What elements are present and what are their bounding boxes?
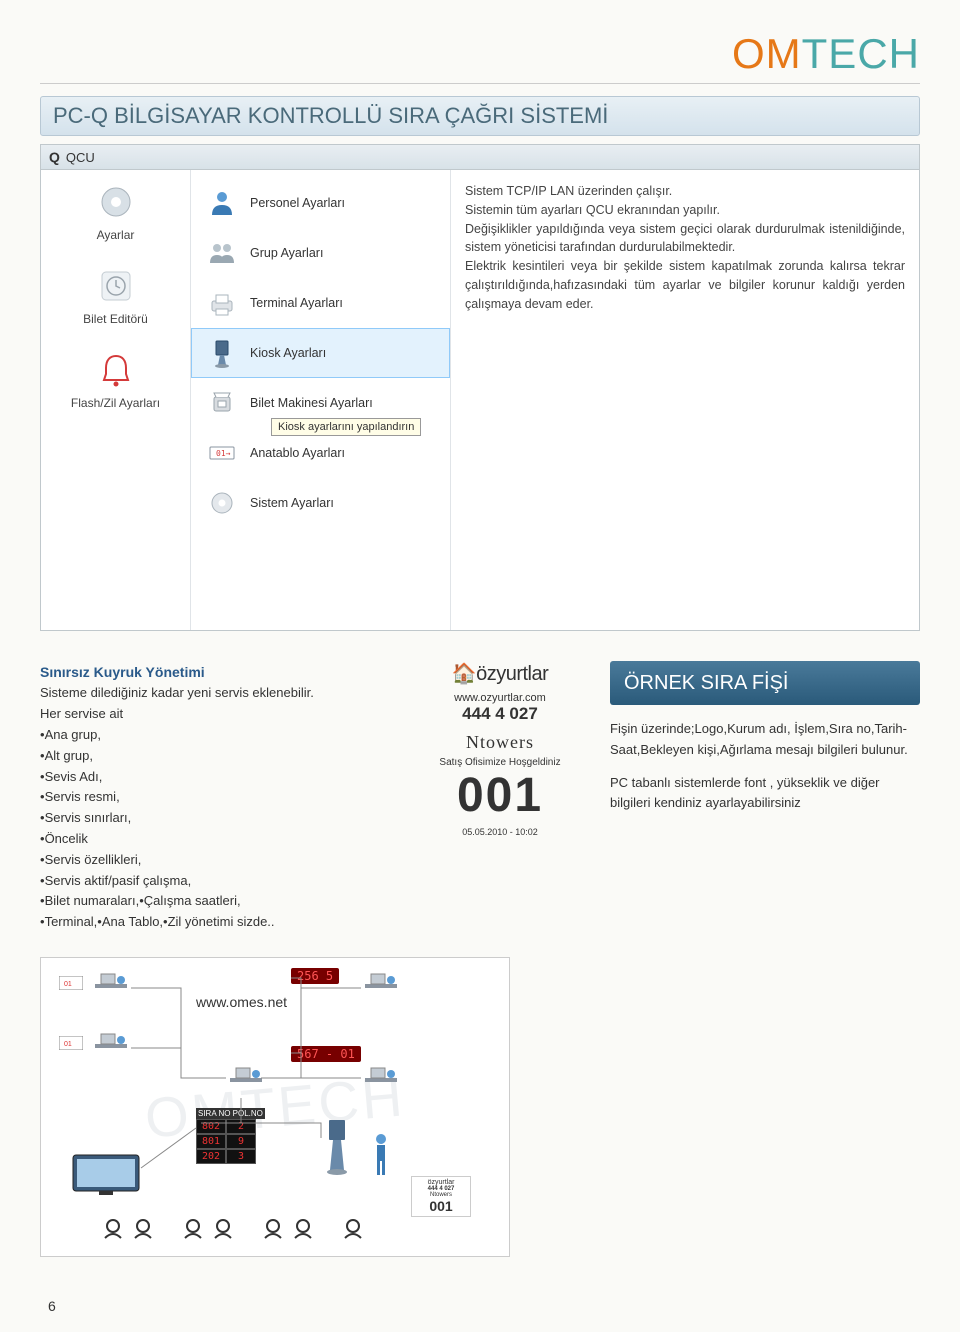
ticket-welcome: Satış Ofisimize Hoşgeldiniz: [410, 757, 590, 768]
sidebar-label: Bilet Editörü: [49, 312, 182, 326]
queue-bullet: •Sevis Adı,: [40, 767, 390, 788]
ticket-number: 001: [410, 768, 590, 823]
sample-p2: PC tabanlı sistemlerde font , yükseklik …: [610, 773, 920, 815]
settings-item-grup[interactable]: Grup Ayarları: [191, 228, 450, 278]
kiosk-tooltip: Kiosk ayarlarını yapılandırın: [271, 418, 421, 436]
queue-bullet: •Bilet numaraları,•Çalışma saatleri,: [40, 891, 390, 912]
printer-icon: [204, 285, 240, 321]
queue-heading: Sınırsız Kuyruk Yönetimi: [40, 661, 390, 683]
queue-intro: Sisteme dilediğiniz kadar yeni servis ek…: [40, 683, 390, 704]
sidebar-label: Ayarlar: [49, 228, 182, 242]
q-icon: Q: [49, 149, 60, 165]
settings-label: Terminal Ayarları: [250, 296, 343, 310]
settings-label: Personel Ayarları: [250, 196, 345, 210]
queue-bullet: •Alt grup,: [40, 746, 390, 767]
settings-list: Personel Ayarları Grup Ayarları Terminal…: [191, 170, 451, 630]
desc-line: Elektrik kesintileri veya bir şekilde si…: [465, 257, 905, 313]
sidebar-item-ayarlar[interactable]: Ayarlar: [49, 180, 182, 242]
display-board-icon: 01→: [204, 435, 240, 471]
group-icon: [204, 235, 240, 271]
queue-bullet: •Terminal,•Ana Tablo,•Zil yönetimi sizde…: [40, 912, 390, 933]
ticket-brand2: Ntowers: [410, 732, 590, 753]
queue-subhead: Her servise ait: [40, 704, 390, 725]
settings-label: Anatablo Ayarları: [250, 446, 345, 460]
queue-bullet: •Servis özellikleri,: [40, 850, 390, 871]
desc-line: Değişiklikler yapıldığında veya sistem g…: [465, 220, 905, 258]
desc-line: Sistemin tüm ayarları QCU ekranından yap…: [465, 201, 905, 220]
queue-bullet: •Servis sınırları,: [40, 808, 390, 829]
system-diagram: OMTECH www.omes.net 256 5 567 - 01 SIRA …: [40, 957, 510, 1257]
brand-tech: TECH: [802, 30, 920, 77]
queue-bullet: •Servis aktif/pasif çalışma,: [40, 871, 390, 892]
window-title: QCU: [66, 150, 95, 165]
system-gear-icon: [204, 485, 240, 521]
sample-ticket: 🏠özyurtlar www.ozyurtlar.com 444 4 027 N…: [410, 661, 590, 933]
settings-item-personel[interactable]: Personel Ayarları: [191, 178, 450, 228]
settings-label: Grup Ayarları: [250, 246, 323, 260]
kiosk-icon: [204, 335, 240, 371]
gear-icon: [91, 180, 141, 224]
sample-info-block: ÖRNEK SIRA FİŞİ Fişin üzerinde;Logo,Kuru…: [610, 661, 920, 933]
brand-logo: OMTECH: [40, 30, 920, 78]
brand-underline: [40, 83, 920, 84]
queue-bullet: •Servis resmi,: [40, 787, 390, 808]
ticket-machine-icon: [204, 385, 240, 421]
sample-title: ÖRNEK SIRA FİŞİ: [610, 661, 920, 705]
sidebar-item-bilet-editoru[interactable]: Bilet Editörü: [49, 264, 182, 326]
sidebar-label: Flash/Zil Ayarları: [49, 396, 182, 410]
brand-om: OM: [732, 30, 802, 77]
queue-bullet: •Öncelik: [40, 829, 390, 850]
settings-label: Bilet Makinesi Ayarları: [250, 396, 373, 410]
page-title: PC-Q BİLGİSAYAR KONTROLLÜ SIRA ÇAĞRI SİS…: [40, 96, 920, 136]
queue-mgmt-block: Sınırsız Kuyruk Yönetimi Sisteme dilediğ…: [40, 661, 390, 933]
ticket-logo: 🏠özyurtlar: [410, 661, 590, 686]
ticket-url: www.ozyurtlar.com: [410, 692, 590, 704]
desc-line: Sistem TCP/IP LAN üzerinden çalışır.: [465, 182, 905, 201]
settings-label: Kiosk Ayarları: [250, 346, 326, 360]
settings-item-terminal[interactable]: Terminal Ayarları: [191, 278, 450, 328]
svg-text:01→: 01→: [216, 449, 231, 458]
settings-item-kiosk[interactable]: Kiosk Ayarları: [191, 328, 450, 378]
left-sidebar: Ayarlar Bilet Editörü Flash/Zil Ayarları: [41, 170, 191, 630]
ticket-datetime: 05.05.2010 - 10:02: [410, 827, 590, 837]
ticket-phone: 444 4 027: [410, 704, 590, 724]
settings-item-sistem[interactable]: Sistem Ayarları: [191, 478, 450, 528]
window-titlebar: Q QCU: [41, 145, 919, 170]
settings-label: Sistem Ayarları: [250, 496, 334, 510]
sidebar-item-flash-zil[interactable]: Flash/Zil Ayarları: [49, 348, 182, 410]
bell-icon: [91, 348, 141, 392]
person-icon: [204, 185, 240, 221]
qcu-window: Q QCU Ayarlar Bilet Editörü Flash/Zil Ay…: [40, 144, 920, 631]
diagram-lines: [41, 958, 510, 1257]
description-panel: Sistem TCP/IP LAN üzerinden çalışır. Sis…: [451, 170, 919, 630]
clock-icon: [91, 264, 141, 308]
page-number: 6: [48, 1298, 56, 1314]
queue-bullet: •Ana grup,: [40, 725, 390, 746]
sample-p1: Fişin üzerinde;Logo,Kurum adı, İşlem,Sır…: [610, 719, 920, 761]
